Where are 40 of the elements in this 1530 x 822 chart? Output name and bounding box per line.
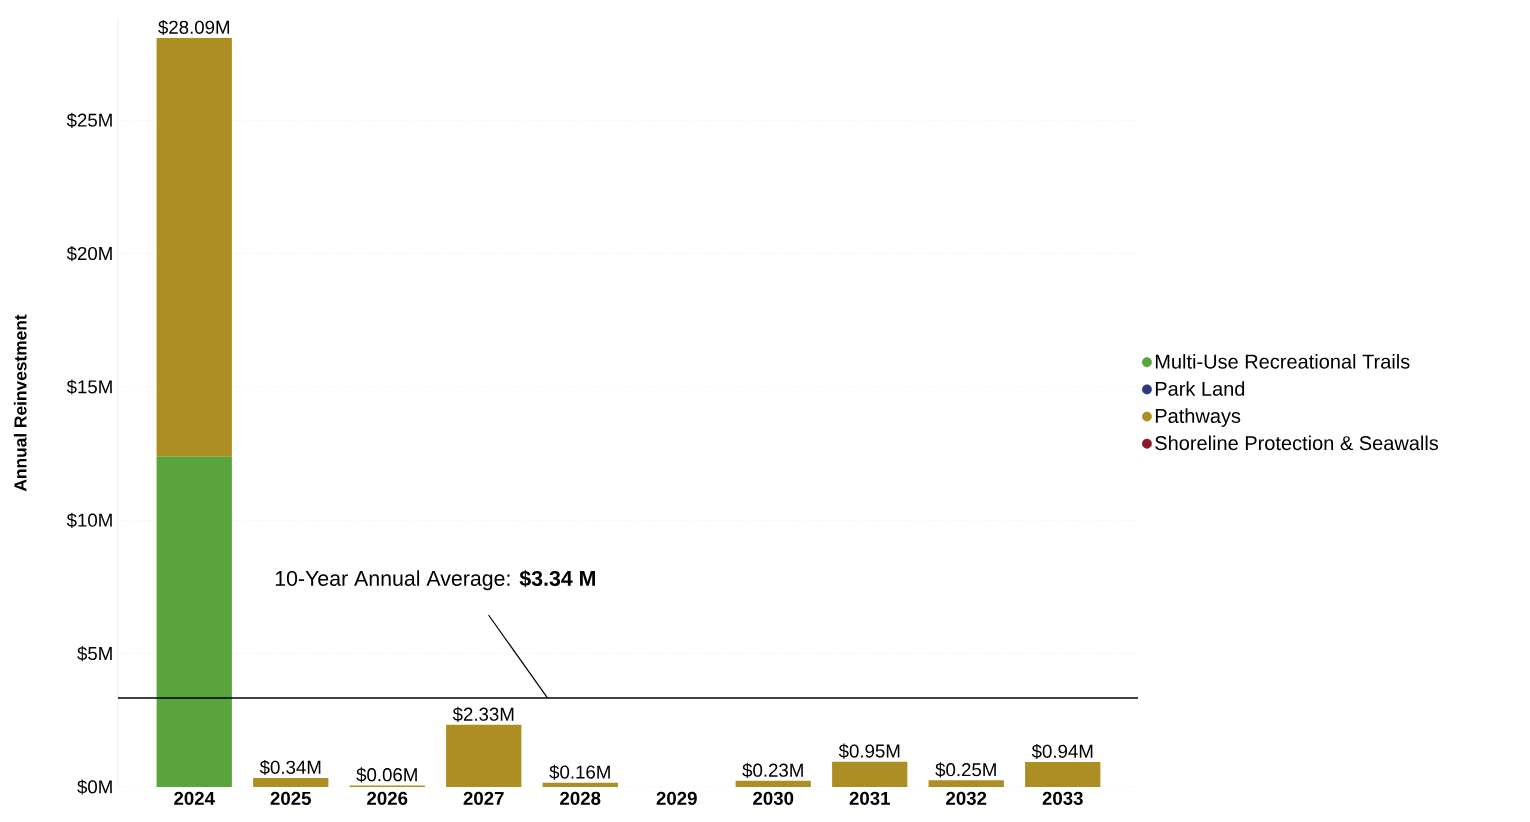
y-tick-label: $10M	[66, 512, 112, 528]
y-tick-label: $0M	[77, 779, 112, 795]
total-label: $2.33M	[452, 706, 514, 722]
x-tick-label: 2029	[656, 791, 697, 805]
bar	[832, 761, 908, 787]
total-label: $0.94M	[1031, 743, 1093, 759]
x-tick-label: 2024	[174, 791, 215, 805]
x-tick-label: 2028	[560, 791, 601, 805]
ref-line-label: 10-Year Annual Average: $3.34 M	[275, 569, 595, 591]
x-tick-label: 2026	[367, 791, 408, 805]
x-tick-label: 2027	[463, 791, 504, 805]
legend-label: Pathways	[1155, 408, 1241, 427]
x-tick-label: 2030	[753, 791, 794, 805]
bar	[156, 456, 232, 787]
x-tick-label: 2025	[270, 791, 311, 805]
y-tick-label: $25M	[66, 112, 112, 128]
y-tick-label: $20M	[66, 246, 112, 262]
total-label: $0.34M	[259, 759, 321, 775]
bar	[253, 777, 329, 787]
total-label: $0.25M	[935, 762, 996, 778]
bar	[446, 724, 522, 787]
legend-label: Multi-Use Recreational Trails	[1155, 354, 1410, 369]
y-axis-title: Annual Reinvestment	[13, 314, 27, 492]
total-label: $0.06M	[356, 767, 417, 783]
bar	[156, 37, 232, 457]
y-tick-label: $15M	[66, 379, 112, 395]
bar	[542, 782, 618, 787]
total-label: $0.23M	[742, 762, 803, 778]
x-tick-label: 2032	[946, 791, 987, 805]
x-tick-label: 2033	[1042, 791, 1083, 805]
x-tick-label: 2031	[849, 791, 890, 805]
bar	[928, 780, 1004, 787]
legend-label: Park Land	[1155, 381, 1245, 396]
bar	[1025, 761, 1101, 787]
total-label: $0.16M	[549, 764, 610, 780]
total-label: $28.09M	[158, 19, 230, 35]
total-label: $0.95M	[838, 743, 900, 759]
y-tick-label: $5M	[77, 646, 112, 662]
legend-label: Shoreline Protection & Seawalls	[1155, 435, 1439, 451]
bar	[735, 780, 811, 787]
